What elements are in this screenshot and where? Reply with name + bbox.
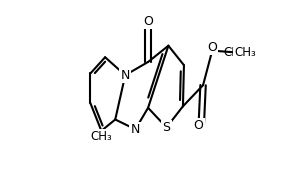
- Text: O: O: [194, 119, 204, 132]
- Text: O: O: [207, 41, 217, 54]
- Text: S: S: [163, 121, 171, 134]
- Text: O: O: [194, 119, 204, 132]
- Text: CH₃: CH₃: [91, 130, 112, 143]
- Text: O: O: [143, 14, 153, 28]
- Text: CH₃: CH₃: [234, 46, 256, 59]
- Text: N: N: [131, 123, 140, 136]
- Text: N: N: [120, 69, 130, 82]
- Text: N: N: [120, 69, 130, 82]
- Text: CH₃: CH₃: [91, 130, 112, 143]
- Text: N: N: [131, 123, 140, 136]
- Text: O: O: [143, 14, 153, 28]
- Text: CH₃: CH₃: [223, 46, 245, 59]
- Text: O: O: [207, 41, 217, 54]
- Text: S: S: [163, 121, 171, 134]
